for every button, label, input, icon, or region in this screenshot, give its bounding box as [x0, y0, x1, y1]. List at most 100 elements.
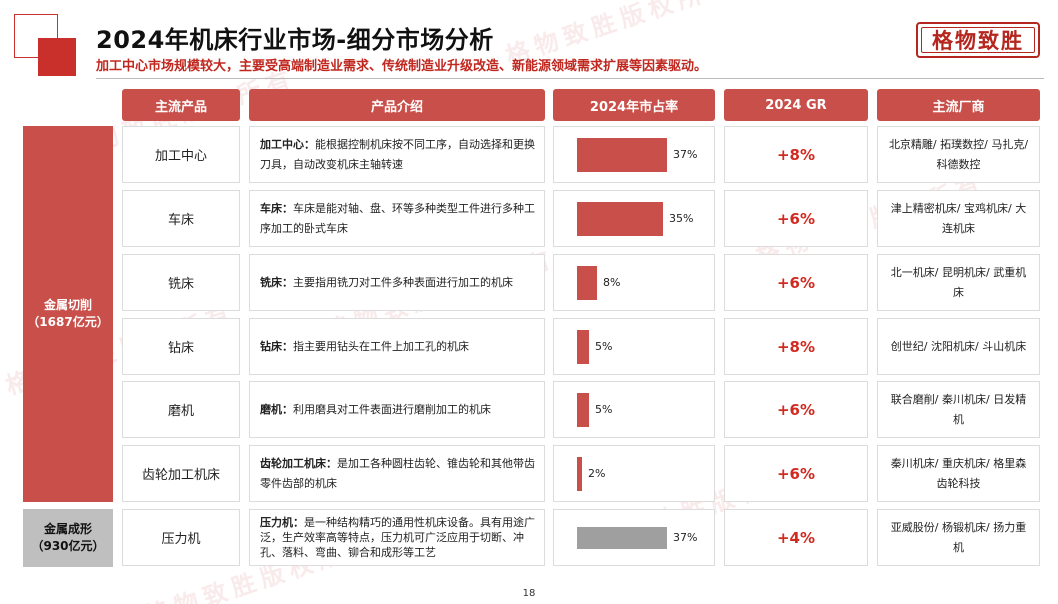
manufacturers-list: 北一机床/ 昆明机床/ 武重机床 [890, 265, 1027, 299]
description-text: 主要指用铣刀对工件多种表面进行加工的机床 [293, 275, 513, 289]
page-subtitle: 加工中心市场规模较大，主要受高端制造业需求、传统制造业升级改造、新能源领域需求扩… [96, 59, 708, 74]
product-name: 车床 [167, 213, 194, 228]
group-value: （1687亿元） [27, 315, 109, 329]
product-description-cell: 齿轮加工机床：是加工各种圆柱齿轮、锥齿轮和其他带齿零件齿部的机床 [249, 445, 545, 502]
market-share-label: 5% [595, 340, 613, 353]
market-share-cell: 5% [553, 381, 715, 438]
growth-rate-cell: +8% [724, 318, 868, 375]
manufacturers-list: 亚威股份/ 杨锻机床/ 扬力重机 [890, 520, 1027, 554]
group-metal-cutting: 金属切削 （1687亿元） [23, 126, 113, 502]
manufacturers-list: 津上精密机床/ 宝鸡机床/ 大连机床 [890, 201, 1027, 235]
market-share-cell: 5% [553, 318, 715, 375]
manufacturers-cell: 创世纪/ 沈阳机床/ 斗山机床 [877, 318, 1040, 375]
product-name: 齿轮加工机床 [141, 468, 220, 483]
description-text: 指主要用钻头在工件上加工孔的机床 [293, 339, 469, 353]
growth-rate-cell: +6% [724, 190, 868, 247]
growth-rate: +8% [776, 145, 816, 164]
product-description-cell: 钻床：指主要用钻头在工件上加工孔的机床 [249, 318, 545, 375]
market-share-bar [577, 527, 667, 549]
market-share-cell: 37% [553, 126, 715, 183]
description-text: 是加工各种圆柱齿轮、锥齿轮和其他带齿零件齿部的机床 [260, 456, 535, 490]
growth-rate: +6% [776, 464, 816, 483]
product-name-cell: 压力机 [122, 509, 240, 566]
manufacturers-cell: 联合磨削/ 秦川机床/ 日发精机 [877, 381, 1040, 438]
market-share-bar [577, 393, 589, 427]
market-share-cell: 2% [553, 445, 715, 502]
corner-filled-square [38, 38, 76, 76]
growth-rate-cell: +6% [724, 254, 868, 311]
product-description-cell: 加工中心：能根据控制机床按不同工序，自动选择和更换刀具，自动改变机床主轴转速 [249, 126, 545, 183]
market-share-bar [577, 330, 589, 364]
description-term: 钻床： [260, 339, 293, 353]
description-term: 加工中心： [260, 137, 315, 151]
manufacturers-cell: 津上精密机床/ 宝鸡机床/ 大连机床 [877, 190, 1040, 247]
description-text: 能根据控制机床按不同工序，自动选择和更换刀具，自动改变机床主轴转速 [260, 137, 535, 171]
page-number: 18 [522, 588, 536, 599]
market-share-label: 5% [595, 403, 613, 416]
product-description-cell: 磨机：利用磨具对工件表面进行磨削加工的机床 [249, 381, 545, 438]
manufacturers-cell: 北京精雕/ 拓璞数控/ 马扎克/ 科德数控 [877, 126, 1040, 183]
corner-outline-square [14, 14, 58, 58]
group-label: 金属成形 [43, 522, 92, 536]
market-share-bar [577, 266, 597, 300]
market-share-bar [577, 202, 663, 236]
description-term: 压力机： [260, 516, 304, 529]
description-term: 车床： [260, 201, 293, 215]
manufacturers-cell: 秦川机床/ 重庆机床/ 格里森齿轮科技 [877, 445, 1040, 502]
product-description-cell: 铣床：主要指用铣刀对工件多种表面进行加工的机床 [249, 254, 545, 311]
growth-rate-cell: +4% [724, 509, 868, 566]
group-label: 金属切削 [43, 298, 92, 312]
market-share-label: 8% [603, 276, 621, 289]
product-name-cell: 齿轮加工机床 [122, 445, 240, 502]
description-text: 是一种结构精巧的通用性机床设备。具有用途广泛，生产效率高等特点，压力机可广泛应用… [260, 516, 535, 559]
market-share-label: 2% [588, 467, 606, 480]
growth-rate: +8% [776, 337, 816, 356]
growth-rate-cell: +8% [724, 126, 868, 183]
growth-rate: +6% [776, 400, 816, 419]
manufacturers-list: 北京精雕/ 拓璞数控/ 马扎克/ 科德数控 [888, 137, 1029, 171]
manufacturers-cell: 亚威股份/ 杨锻机床/ 扬力重机 [877, 509, 1040, 566]
description-term: 铣床： [260, 275, 293, 289]
col-header-share: 2024年市占率 [553, 89, 715, 121]
growth-rate-cell: +6% [724, 445, 868, 502]
product-name: 钻床 [167, 341, 194, 356]
manufacturers-list: 创世纪/ 沈阳机床/ 斗山机床 [890, 339, 1027, 353]
manufacturers-list: 秦川机床/ 重庆机床/ 格里森齿轮科技 [890, 456, 1027, 490]
description-text: 利用磨具对工件表面进行磨削加工的机床 [293, 402, 491, 416]
product-name-cell: 加工中心 [122, 126, 240, 183]
market-share-bar [577, 138, 667, 172]
growth-rate: +6% [776, 273, 816, 292]
col-header-growth: 2024 GR [724, 89, 868, 121]
manufacturers-cell: 北一机床/ 昆明机床/ 武重机床 [877, 254, 1040, 311]
market-share-cell: 8% [553, 254, 715, 311]
product-description-cell: 压力机：是一种结构精巧的通用性机床设备。具有用途广泛，生产效率高等特点，压力机可… [249, 509, 545, 566]
page-title: 2024年机床行业市场-细分市场分析 [96, 26, 494, 54]
col-header-product: 主流产品 [122, 89, 240, 121]
market-share-label: 37% [673, 531, 698, 544]
market-share-bar [577, 457, 582, 491]
growth-rate: +4% [776, 528, 816, 547]
brand-logo: 格物致胜 [916, 22, 1040, 58]
market-share-cell: 35% [553, 190, 715, 247]
description-term: 磨机： [260, 402, 293, 416]
brand-logo-text: 格物致胜 [932, 28, 1024, 53]
product-name-cell: 磨机 [122, 381, 240, 438]
col-header-intro: 产品介绍 [249, 89, 545, 121]
product-name: 加工中心 [154, 149, 207, 164]
product-name-cell: 钻床 [122, 318, 240, 375]
product-name: 磨机 [167, 404, 194, 419]
market-share-label: 37% [673, 148, 698, 161]
market-share-cell: 37% [553, 509, 715, 566]
growth-rate-cell: +6% [724, 381, 868, 438]
col-header-makers: 主流厂商 [877, 89, 1040, 121]
product-name: 压力机 [161, 532, 201, 547]
group-value: （930亿元） [31, 539, 105, 553]
product-name: 铣床 [167, 277, 194, 292]
product-name-cell: 铣床 [122, 254, 240, 311]
group-metal-forming: 金属成形 （930亿元） [23, 509, 113, 567]
product-description-cell: 车床：车床是能对轴、盘、环等多种类型工件进行多种工序加工的卧式车床 [249, 190, 545, 247]
description-term: 齿轮加工机床： [260, 456, 337, 470]
description-text: 车床是能对轴、盘、环等多种类型工件进行多种工序加工的卧式车床 [260, 201, 535, 235]
manufacturers-list: 联合磨削/ 秦川机床/ 日发精机 [890, 392, 1027, 426]
title-divider [96, 78, 1044, 79]
